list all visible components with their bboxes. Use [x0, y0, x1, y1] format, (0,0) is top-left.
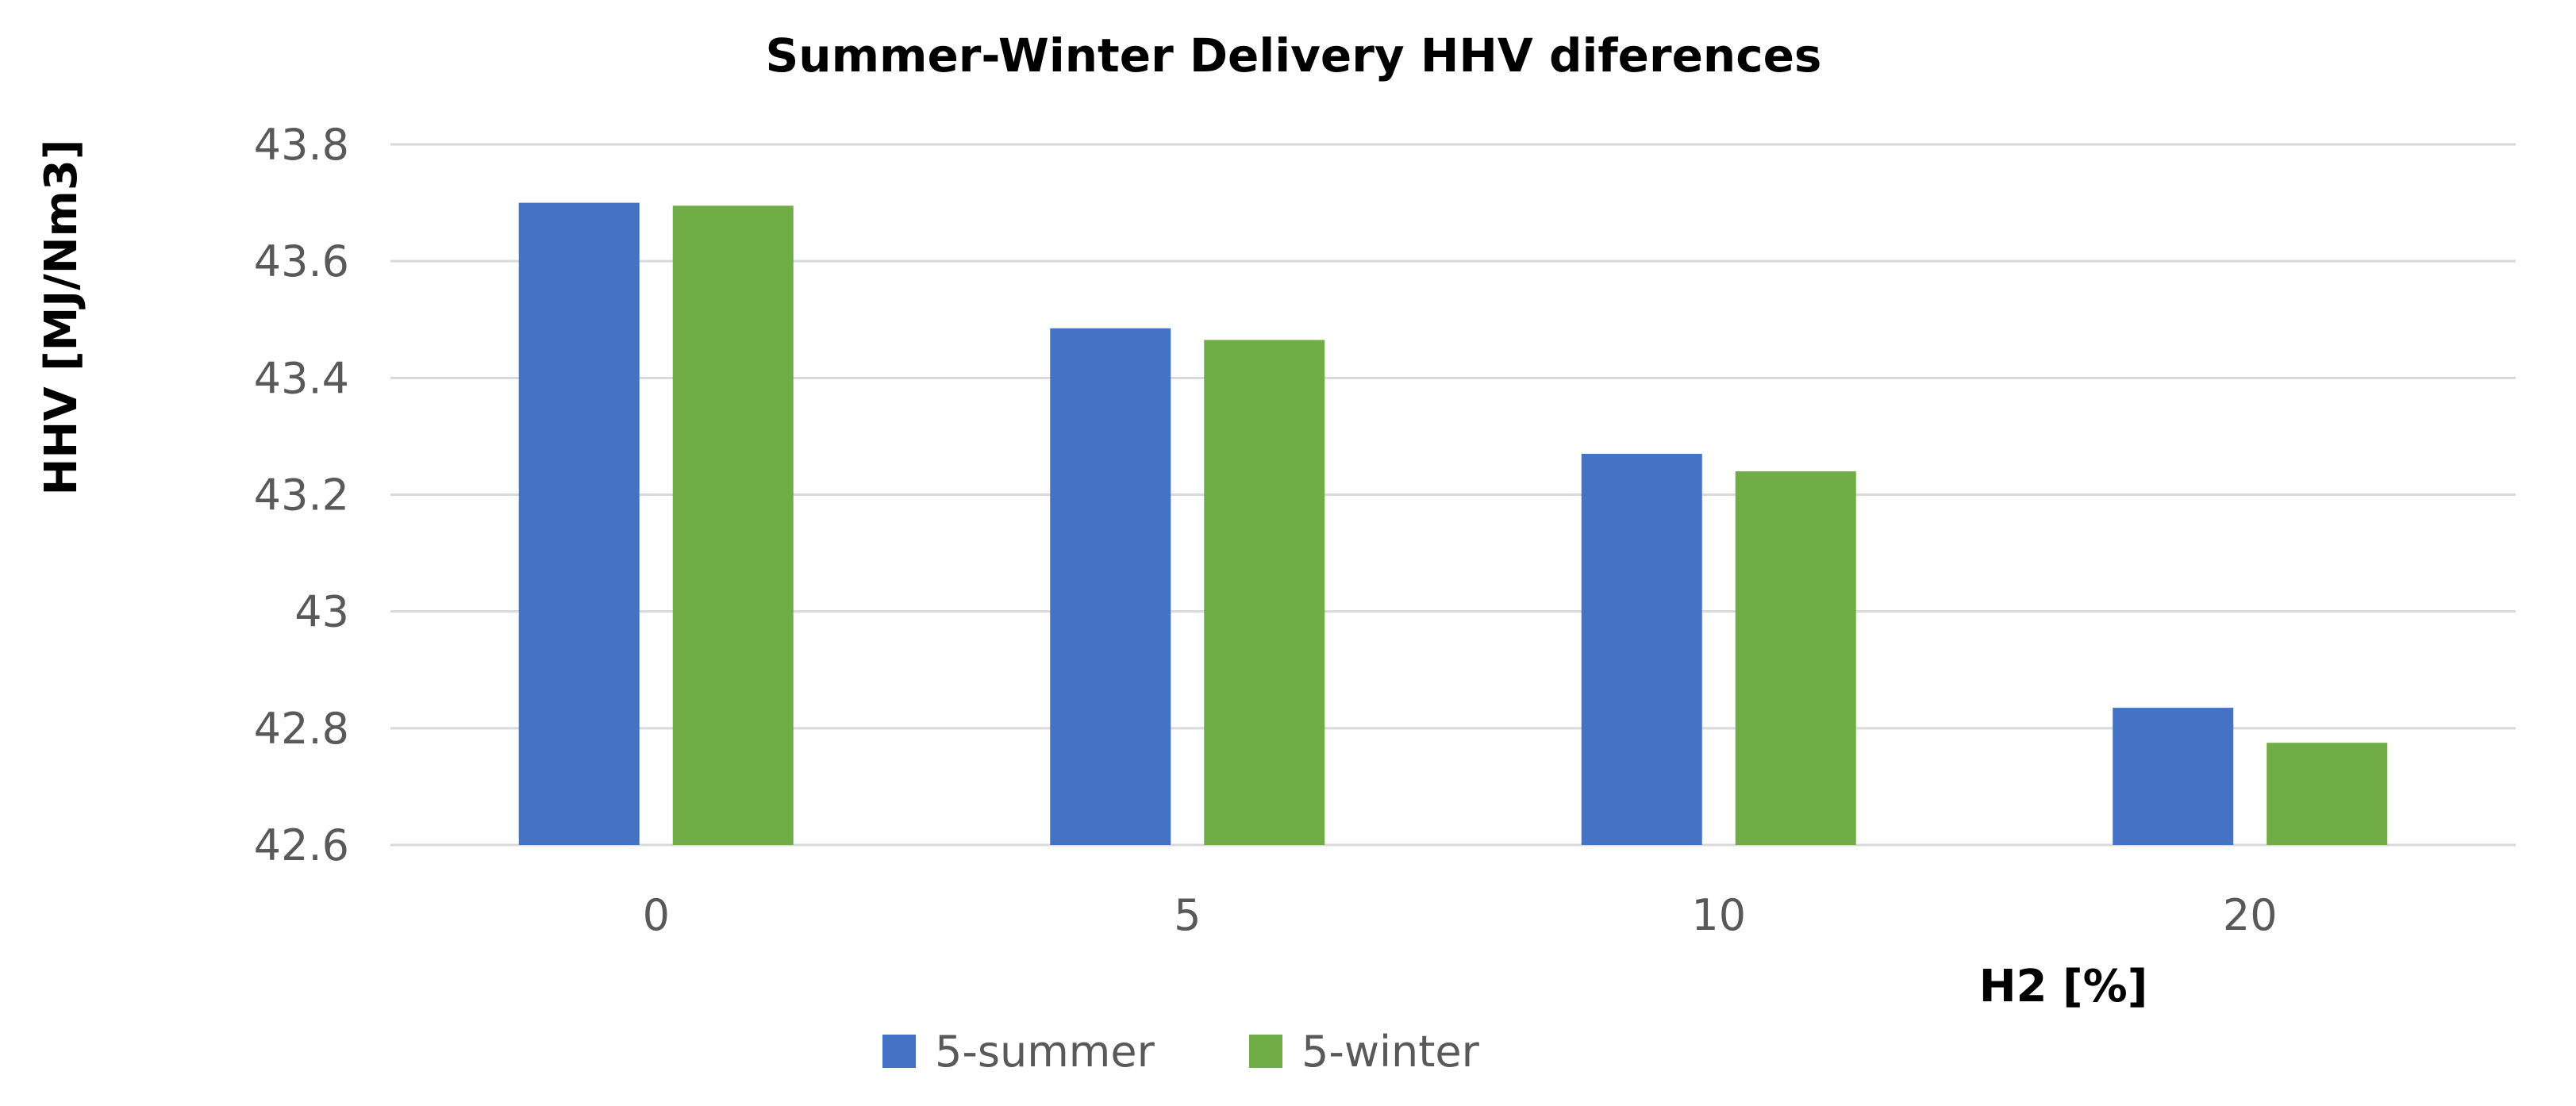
bar-5-winter-10 [1735, 471, 1856, 845]
bar-5-summer-20 [2113, 708, 2234, 845]
bar-5-winter-0 [672, 205, 794, 845]
y-tick-label: 42.8 [254, 704, 349, 754]
x-tick-label: 20 [2223, 890, 2278, 940]
y-tick-label: 43.6 [254, 236, 349, 286]
legend-swatch [882, 1035, 916, 1068]
y-tick-label: 43.2 [254, 470, 349, 520]
y-tick-label: 43.4 [254, 353, 349, 403]
bar-5-winter-20 [2266, 743, 2388, 845]
x-tick-label: 10 [1691, 890, 1746, 940]
bar-5-winter-5 [1204, 340, 1325, 846]
x-tick-label: 0 [643, 890, 670, 940]
y-tick-label: 43.8 [254, 120, 349, 170]
legend-swatch [1249, 1035, 1282, 1068]
legend: 5-summer 5-winter [882, 1027, 1480, 1077]
bar-5-summer-5 [1050, 328, 1171, 846]
x-tick-label: 5 [1174, 890, 1201, 940]
y-axis-ticks: 42.6 42.8 43 43.2 43.4 43.6 43.8 [254, 120, 349, 870]
legend-label: 5-winter [1301, 1027, 1480, 1077]
chart-title: Summer-Winter Delivery HHV diferences [766, 29, 1822, 83]
bars [518, 202, 2388, 846]
y-tick-label: 43 [294, 587, 349, 637]
bar-5-summer-0 [518, 202, 640, 846]
y-axis-title: HHV [MJ/Nm3] [36, 140, 87, 496]
y-tick-label: 42.6 [254, 820, 349, 870]
x-axis-title: H2 [%] [1979, 961, 2148, 1012]
legend-label: 5-summer [935, 1027, 1155, 1077]
bar-5-summer-10 [1581, 453, 1702, 845]
x-axis-ticks: 0 5 10 20 [643, 890, 2278, 940]
